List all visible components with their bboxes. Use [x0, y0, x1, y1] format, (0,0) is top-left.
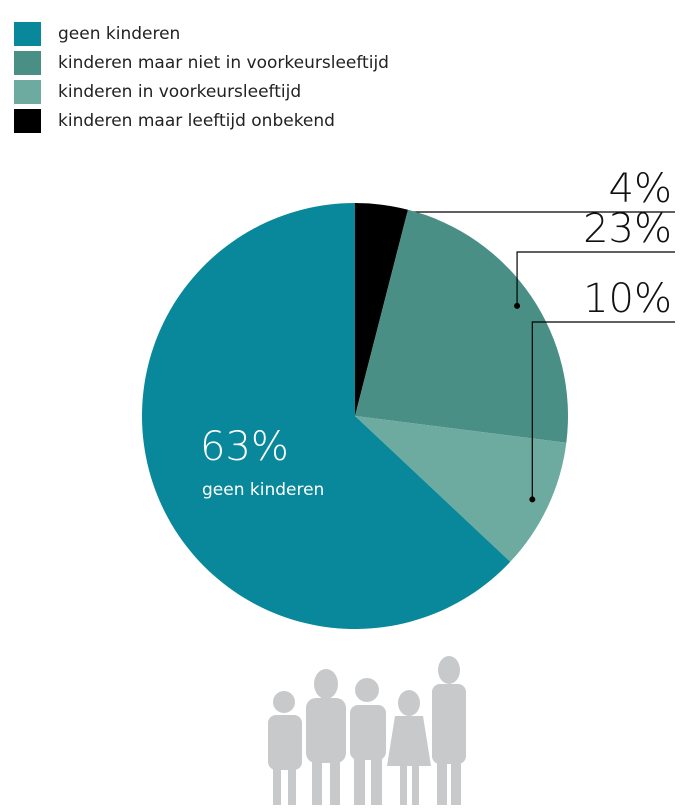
- legend-label: geen kinderen: [58, 24, 181, 44]
- pie-slice: [355, 209, 568, 443]
- slice-value-label: 4%: [609, 166, 672, 212]
- slice-value-label: 23%: [583, 206, 672, 252]
- legend-swatch: [14, 109, 41, 133]
- legend-label: kinderen in voorkeursleeftijd: [58, 82, 302, 102]
- legend-swatch: [14, 22, 41, 46]
- leader-dot: [376, 218, 383, 225]
- legend: kinderen maar leeftijd onbekend kinderen …: [14, 22, 389, 133]
- children-silhouettes: [268, 656, 466, 805]
- pie-slice: [142, 203, 511, 629]
- slice-category-label: geen kinderen: [202, 480, 324, 500]
- legend-label: kinderen maar leeftijd onbekend: [58, 111, 335, 131]
- pie-slice: [355, 203, 408, 416]
- slice-value-label: 63%: [200, 424, 289, 470]
- legend-item: kinderen maar niet in voorkeursleeftijd: [14, 51, 389, 75]
- leader-dot: [529, 496, 536, 503]
- pie-slice: [355, 416, 567, 562]
- legend-label: kinderen maar niet in voorkeursleeftijd: [58, 53, 389, 73]
- leader-dot: [514, 302, 521, 309]
- legend-swatch: [14, 80, 41, 104]
- legend-item: kinderen maar leeftijd onbekend: [14, 109, 389, 133]
- legend-item: kinderen in voorkeursleeftijd: [14, 80, 389, 104]
- leader-line: [531, 321, 675, 500]
- leader-line: [378, 211, 675, 222]
- slice-value-label: 10%: [583, 276, 672, 322]
- legend-swatch: [14, 51, 41, 75]
- leader-line: [516, 251, 675, 306]
- legend-item: geen kinderen: [14, 22, 389, 46]
